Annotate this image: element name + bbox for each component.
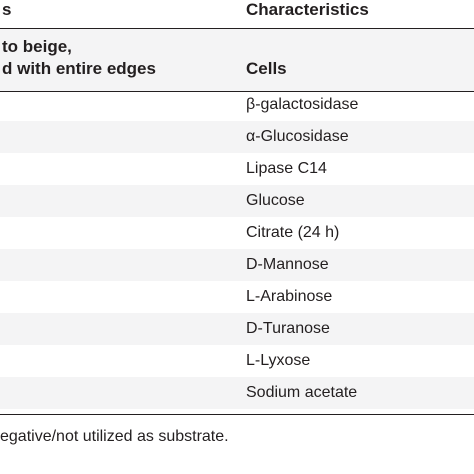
table-row: D-Mannose — [246, 256, 329, 273]
table-row: Citrate (24 h) — [246, 224, 340, 241]
row-band — [0, 313, 474, 345]
table-row: D-Turanose — [246, 320, 330, 337]
subheader-cells: Cells — [246, 59, 287, 78]
table-row: Lipase C14 — [246, 160, 327, 177]
colony-description-line1: to beige, — [2, 37, 72, 56]
table-row: L-Arabinose — [246, 288, 333, 305]
row-band — [0, 121, 474, 153]
table-bottom-rule — [0, 414, 474, 415]
row-band — [0, 249, 474, 281]
column-header-left: s — [2, 0, 12, 19]
table-row: L-Lyxose — [246, 352, 311, 369]
table-row: β-galactosidase — [246, 96, 359, 113]
header-rule-bottom — [0, 91, 474, 92]
header-band — [0, 29, 474, 91]
table-row: α-Glucosidase — [246, 128, 349, 145]
colony-description-line2: d with entire edges — [2, 59, 156, 78]
row-band — [0, 185, 474, 217]
table-row: Glucose — [246, 192, 305, 209]
table-row: Sodium acetate — [246, 384, 358, 401]
column-header-characteristics: Characteristics — [246, 0, 369, 19]
header-rule-top — [0, 28, 474, 29]
row-band — [0, 377, 474, 409]
table-footnote: egative/not utilized as substrate. — [0, 428, 229, 445]
